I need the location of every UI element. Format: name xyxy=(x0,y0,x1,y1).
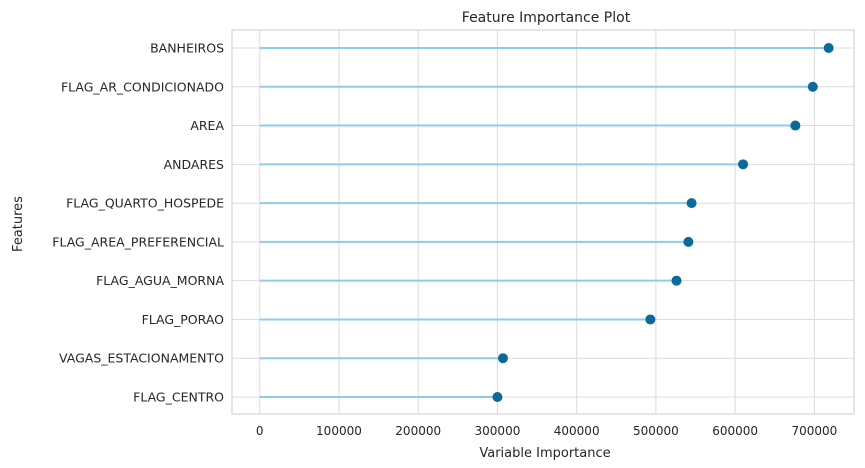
y-tick-label: FLAG_AREA_PREFERENCIAL xyxy=(52,234,224,249)
x-tick-label: 200000 xyxy=(395,424,441,438)
y-tick-label: AREA xyxy=(190,118,224,133)
x-tick-labels: 0 100000 200000 300000 400000 500000 600000 700… xyxy=(256,424,837,438)
markers xyxy=(492,43,834,402)
x-tick-label: 100000 xyxy=(316,424,362,438)
marker-flag-area-preferencial xyxy=(683,236,694,247)
y-tick-label: FLAG_CENTRO xyxy=(133,390,224,405)
marker-flag-ar-condicionado xyxy=(807,81,818,92)
y-tick-label: FLAG_PORAO xyxy=(142,312,225,327)
y-axis-label: Features xyxy=(11,196,26,252)
y-tick-label: FLAG_AGUA_MORNA xyxy=(96,273,224,288)
y-tick-label: VAGAS_ESTACIONAMENTO xyxy=(59,351,224,366)
plot-frame xyxy=(231,29,855,415)
marker-andares xyxy=(738,159,749,170)
x-tick-label: 300000 xyxy=(475,424,521,438)
y-tick-label: FLAG_AR_CONDICIONADO xyxy=(61,79,224,94)
x-tick-label: 500000 xyxy=(633,424,679,438)
stems xyxy=(259,47,829,398)
y-tick-label: BANHEIROS xyxy=(150,41,224,56)
marker-area xyxy=(790,120,801,131)
marker-vagas-estacionamento xyxy=(497,353,508,364)
x-tick-label: 600000 xyxy=(712,424,758,438)
x-tick-label: 0 xyxy=(256,424,264,438)
marker-flag-agua-morna xyxy=(671,275,682,286)
marker-banheiros xyxy=(823,43,834,53)
marker-flag-centro xyxy=(492,392,503,402)
x-tick-label: 400000 xyxy=(554,424,600,438)
marker-flag-porao xyxy=(645,314,656,325)
x-tick-label: 700000 xyxy=(791,424,837,438)
y-tick-label: FLAG_QUARTO_HOSPEDE xyxy=(66,196,224,211)
chart-title: Feature Importance Plot xyxy=(462,10,631,26)
x-axis-label: Variable Importance xyxy=(479,446,610,461)
marker-flag-quarto-hospede xyxy=(686,198,697,209)
y-tick-label: ANDARES xyxy=(164,157,224,172)
y-tick-labels: BANHEIROS FLAG_AR_CONDICIONADO AREA ANDARES… xyxy=(52,41,224,405)
